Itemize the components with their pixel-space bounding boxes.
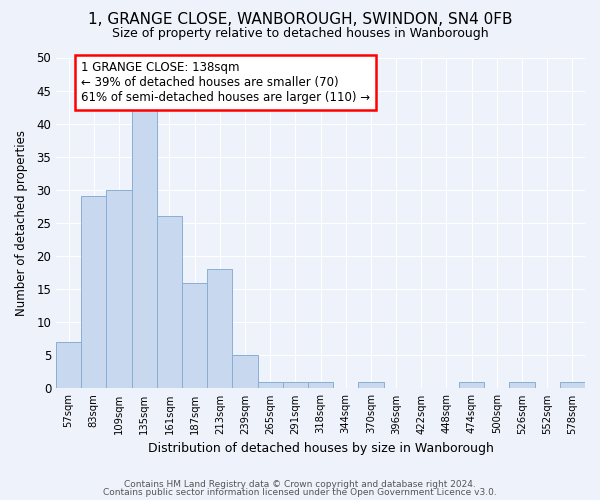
- Bar: [157, 216, 182, 388]
- Bar: [459, 382, 484, 388]
- Bar: [232, 356, 257, 388]
- Text: 1, GRANGE CLOSE, WANBOROUGH, SWINDON, SN4 0FB: 1, GRANGE CLOSE, WANBOROUGH, SWINDON, SN…: [88, 12, 512, 28]
- Text: Contains public sector information licensed under the Open Government Licence v3: Contains public sector information licen…: [103, 488, 497, 497]
- Text: Size of property relative to detached houses in Wanborough: Size of property relative to detached ho…: [112, 28, 488, 40]
- Text: Contains HM Land Registry data © Crown copyright and database right 2024.: Contains HM Land Registry data © Crown c…: [124, 480, 476, 489]
- Bar: [308, 382, 333, 388]
- Bar: [207, 270, 232, 388]
- Bar: [131, 110, 157, 388]
- Bar: [56, 342, 81, 388]
- Bar: [182, 282, 207, 389]
- Bar: [283, 382, 308, 388]
- Bar: [81, 196, 106, 388]
- Bar: [106, 190, 131, 388]
- Bar: [509, 382, 535, 388]
- Y-axis label: Number of detached properties: Number of detached properties: [15, 130, 28, 316]
- X-axis label: Distribution of detached houses by size in Wanborough: Distribution of detached houses by size …: [148, 442, 493, 455]
- Text: 1 GRANGE CLOSE: 138sqm
← 39% of detached houses are smaller (70)
61% of semi-det: 1 GRANGE CLOSE: 138sqm ← 39% of detached…: [81, 61, 370, 104]
- Bar: [560, 382, 585, 388]
- Bar: [257, 382, 283, 388]
- Bar: [358, 382, 383, 388]
